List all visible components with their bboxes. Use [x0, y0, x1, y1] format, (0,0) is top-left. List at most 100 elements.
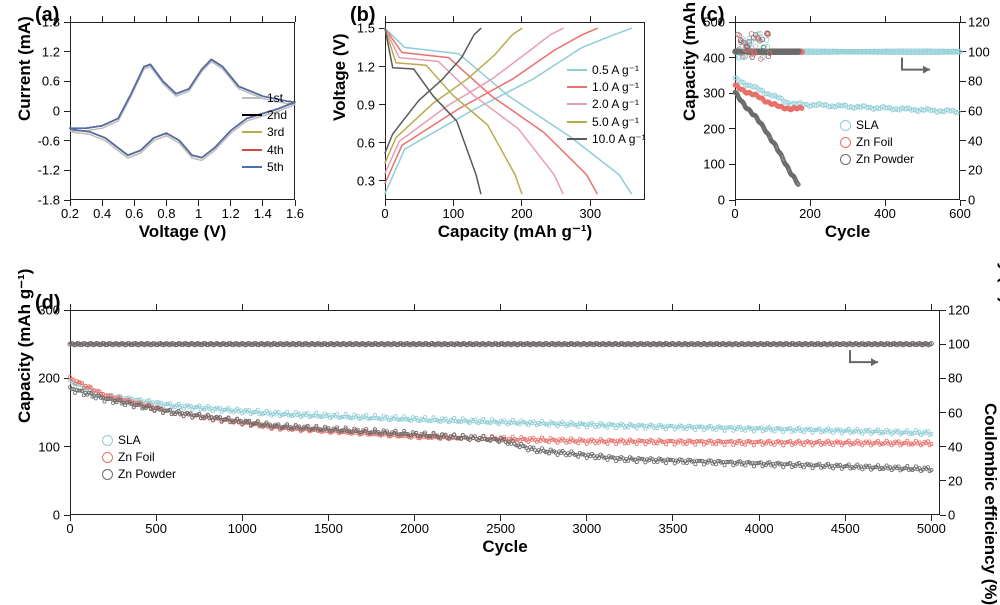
legend-item: Zn Powder — [840, 151, 914, 167]
legend-label: 5th — [267, 159, 284, 175]
legend-label: 4th — [267, 142, 284, 158]
xtick-label: 1 — [195, 206, 202, 221]
cap-sla — [394, 415, 397, 418]
legend-swatch — [242, 97, 262, 99]
xtick-label: 4000 — [745, 521, 774, 536]
legend-swatch — [242, 166, 262, 168]
cap-zn_foil — [540, 436, 543, 439]
y2tick-mark — [940, 310, 946, 311]
ce-early — [753, 44, 758, 49]
legend-swatch — [567, 138, 587, 140]
figure-root: (a)0.20.40.60.811.21.41.6-1.8-1.2-0.600.… — [0, 0, 1000, 565]
legend-item: 5th — [242, 159, 287, 175]
y2tick-mark — [940, 378, 946, 379]
y2tick-mark — [940, 344, 946, 345]
xtick-label: 400 — [874, 206, 896, 221]
y2tick-mark — [960, 111, 966, 112]
cap-sla — [723, 429, 726, 432]
cap-sla — [315, 411, 318, 414]
y2tick-mark — [960, 140, 966, 141]
cap-sla — [540, 419, 543, 422]
legend-item: 4th — [242, 142, 287, 158]
y2tick-label: 120 — [948, 303, 970, 318]
cap-zn_foil — [664, 443, 667, 446]
cap-sla — [664, 428, 667, 431]
xtick-label: 1000 — [228, 521, 257, 536]
ylabel-c: Capacity (mAh g⁻¹) — [680, 101, 700, 121]
ytick-label: -1.2 — [28, 163, 60, 178]
y2tick-label: 40 — [968, 133, 982, 148]
y2tick-label: 80 — [948, 371, 962, 386]
cap-sla — [344, 412, 347, 415]
svg-layer-c — [735, 22, 960, 200]
cap-zn_foil — [615, 442, 618, 445]
y2tick-mark — [960, 22, 966, 23]
cap-sla — [365, 413, 368, 416]
xtick-label: 3000 — [572, 521, 601, 536]
cap-zn_powder — [723, 464, 726, 467]
y2tick-label: 20 — [948, 473, 962, 488]
legend-swatch — [567, 103, 587, 105]
cap-zn_powder — [556, 453, 559, 456]
ce-early — [742, 55, 747, 60]
legend-item: 2.0 A g⁻¹ — [567, 96, 646, 112]
cap-sla — [453, 416, 456, 419]
ytick-label: -1.8 — [28, 193, 60, 208]
xtick-label: 300 — [579, 206, 601, 221]
ylabel-d: Capacity (mAh g⁻¹) — [15, 403, 35, 423]
ylabel-b: Voltage (V) — [330, 101, 350, 121]
y2tick-label: 60 — [948, 405, 962, 420]
y2tick-label: 60 — [968, 104, 982, 119]
cap-zn_powder — [744, 464, 747, 467]
legend-label: Zn Foil — [118, 449, 155, 465]
y2tick-mark — [940, 412, 946, 413]
cap-zn_foil — [635, 442, 638, 445]
ce-early — [737, 33, 742, 38]
xtick-label: 0 — [381, 206, 388, 221]
legend-label: 2nd — [267, 107, 287, 123]
xlabel-b: Capacity (mAh g⁻¹) — [385, 222, 645, 242]
legend-marker — [840, 137, 851, 148]
ytick-label: -0.6 — [28, 133, 60, 148]
xtick-label: 0.8 — [157, 206, 175, 221]
y2tick-mark — [940, 515, 946, 516]
cap-zn_foil — [644, 443, 647, 446]
cap-zn_powder — [840, 467, 843, 470]
cap-sla — [744, 429, 747, 432]
legend-label: Zn Powder — [856, 151, 914, 167]
legend-item: SLA — [102, 432, 176, 448]
legend-item: 10.0 A g⁻¹ — [567, 131, 646, 147]
cap-sla — [752, 430, 755, 433]
cap-sla — [606, 426, 609, 429]
legend-marker — [102, 452, 113, 463]
xtick-label: 600 — [949, 206, 971, 221]
legend-swatch — [567, 86, 587, 88]
ce-early — [765, 38, 770, 43]
xtick-label: 3500 — [659, 521, 688, 536]
legend-swatch — [242, 149, 262, 151]
xlabel-c: Cycle — [735, 222, 960, 242]
xtick-label: 0.6 — [125, 206, 143, 221]
y2tick-label: 40 — [948, 439, 962, 454]
cap-sla — [635, 427, 638, 430]
xtick-label: 5000 — [917, 521, 946, 536]
y2tick-label: 100 — [968, 44, 990, 59]
legend-label: 3rd — [267, 124, 284, 140]
y2tick-mark — [960, 200, 966, 201]
legend-label: SLA — [856, 117, 879, 133]
cap-zn_powder — [606, 458, 609, 461]
cap-zn_foil — [861, 444, 864, 447]
y2tick-mark — [960, 170, 966, 171]
legend-label: Zn Powder — [118, 466, 176, 482]
cap-sla — [585, 426, 588, 429]
legend-label: 0.5 A g⁻¹ — [592, 62, 639, 78]
y2tick-label: 120 — [968, 15, 990, 30]
y2label-d: Coulombic efficiency (%) — [980, 403, 1000, 423]
legend-item: Zn Powder — [102, 466, 176, 482]
cap-zn_powder — [585, 456, 588, 459]
legend-label: 2.0 A g⁻¹ — [592, 96, 639, 112]
legend-marker — [102, 435, 113, 446]
xtick-label: 0 — [66, 521, 73, 536]
cap-sla — [615, 426, 618, 429]
ce-indicator-arrowhead — [923, 66, 930, 74]
